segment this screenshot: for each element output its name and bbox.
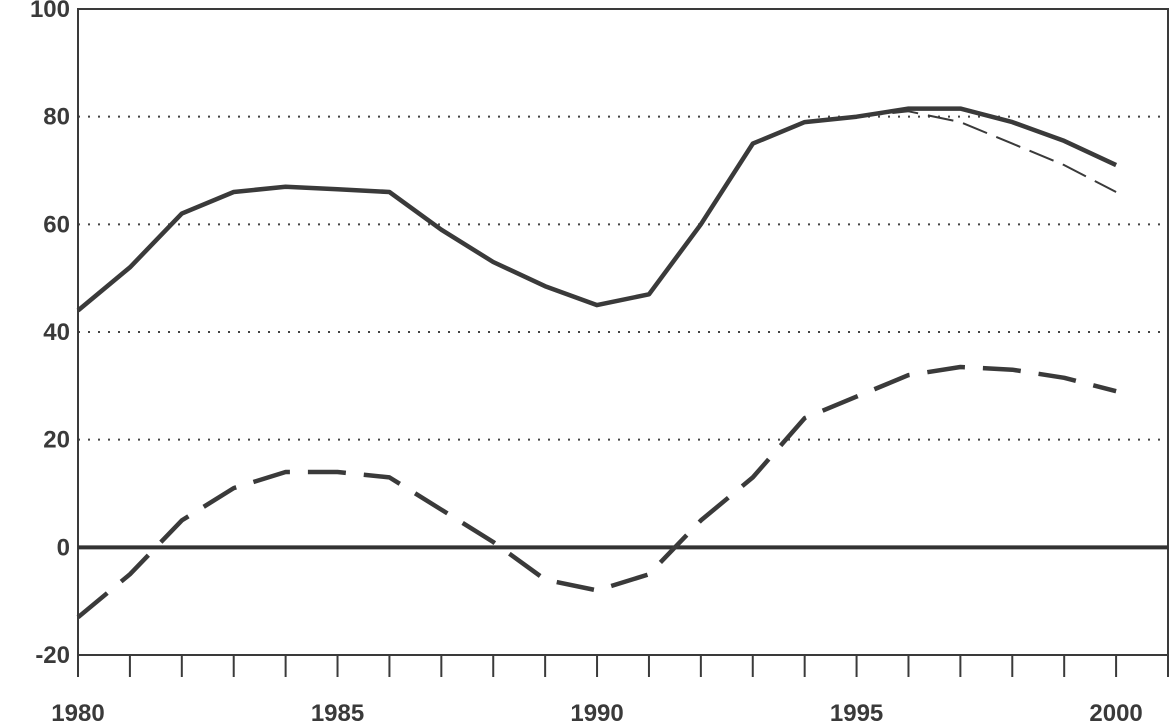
y-tick-label: 40 xyxy=(43,319,70,346)
y-tick-label: 20 xyxy=(43,427,70,454)
grid-layer xyxy=(78,115,1168,441)
y-tick-label: -20 xyxy=(35,642,70,669)
series-line-2-dashed-thin xyxy=(856,110,1117,193)
axis-layer xyxy=(77,8,1169,677)
series-line-1-solid-thick xyxy=(76,106,1118,313)
y-tick-label: 80 xyxy=(43,104,70,131)
series-line-3-dashed-thick xyxy=(76,364,1117,620)
x-tick-label: 1980 xyxy=(51,700,104,722)
y-tick-label: 0 xyxy=(57,534,70,561)
plot-frame xyxy=(77,8,1169,656)
label-layer: 100 80 60 40 20 0 -20 1980 1985 1990 1995 2000 xyxy=(30,0,1143,722)
x-tick-label: 1985 xyxy=(311,700,364,722)
series-layer xyxy=(76,106,1118,620)
y-tick-label: 100 xyxy=(30,0,70,23)
x-tick-label: 2000 xyxy=(1089,700,1142,722)
x-tick-label: 1995 xyxy=(830,700,883,722)
y-tick-label: 60 xyxy=(43,211,70,238)
x-tick-label: 1990 xyxy=(570,700,623,722)
